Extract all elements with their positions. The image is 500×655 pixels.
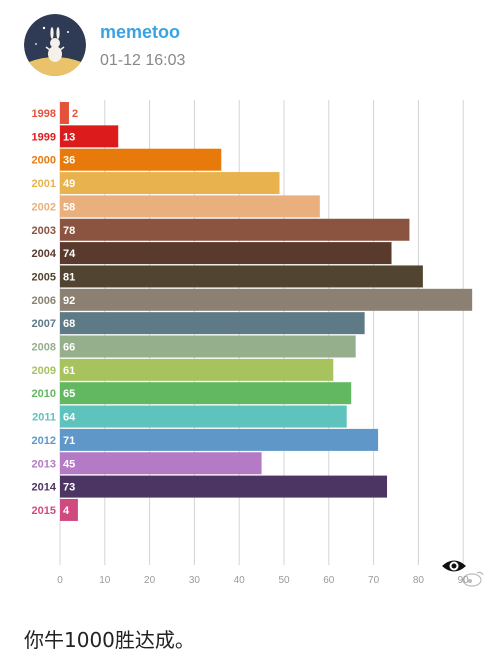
category-label: 2001 <box>32 178 56 190</box>
category-label: 1998 <box>32 108 56 120</box>
x-tick-label: 50 <box>278 575 290 586</box>
bar <box>60 265 423 288</box>
weibo-watermark-icon <box>462 571 484 587</box>
category-label: 2013 <box>32 458 56 470</box>
username-link[interactable]: memetoo <box>100 22 181 42</box>
bar <box>60 172 280 195</box>
x-tick-label: 10 <box>99 575 111 586</box>
post-timestamp: 01-12 16:03 <box>100 52 186 69</box>
bar <box>60 452 262 475</box>
post-caption: 你牛1000胜达成。 <box>24 628 195 652</box>
value-label: 45 <box>63 458 75 470</box>
bar <box>60 102 69 124</box>
bar <box>60 382 352 405</box>
value-label: 4 <box>63 505 70 517</box>
category-label: 2009 <box>32 365 56 377</box>
category-label: 2004 <box>32 248 57 260</box>
value-label: 66 <box>63 342 75 354</box>
bar <box>60 475 388 498</box>
value-label: 65 <box>63 388 75 400</box>
category-label: 2010 <box>32 388 56 400</box>
rabbit-avatar-icon <box>24 14 86 76</box>
value-label: 78 <box>63 225 75 237</box>
chart-image[interactable]: 1998 2 1999 13 2000 36 2001 49 2002 58 2003 78 2004 7… <box>10 100 490 600</box>
x-axis-ticks: 0 10 20 30 40 50 60 70 80 90 <box>57 575 469 586</box>
category-label: 2015 <box>32 505 56 517</box>
bar <box>60 218 410 241</box>
bars: 1998 2 1999 13 2000 36 2001 49 2002 58 2003 78 2004 7… <box>32 102 473 521</box>
bar <box>60 242 392 265</box>
value-label: 61 <box>63 365 75 377</box>
bar <box>60 312 365 335</box>
value-label: 49 <box>63 178 75 190</box>
category-label: 2002 <box>32 201 56 213</box>
bar <box>60 148 222 171</box>
value-label: 2 <box>72 108 78 120</box>
x-tick-label: 20 <box>144 575 156 586</box>
value-label: 73 <box>63 482 75 494</box>
value-label: 36 <box>63 155 75 167</box>
bar <box>60 335 356 358</box>
bar <box>60 125 119 148</box>
value-label: 13 <box>63 131 75 143</box>
value-label: 64 <box>63 412 76 424</box>
bar <box>60 405 347 428</box>
value-label: 92 <box>63 295 75 307</box>
category-label: 2012 <box>32 435 56 447</box>
value-label: 74 <box>63 248 76 260</box>
category-label: 2000 <box>32 155 56 167</box>
x-tick-label: 0 <box>57 575 63 586</box>
category-label: 2007 <box>32 318 56 330</box>
eye-icon <box>442 560 466 572</box>
bar <box>60 288 473 311</box>
category-label: 2014 <box>32 482 57 494</box>
value-label: 71 <box>63 435 75 447</box>
x-tick-label: 40 <box>234 575 246 586</box>
category-label: 2008 <box>32 342 56 354</box>
category-label: 2006 <box>32 295 56 307</box>
x-tick-label: 80 <box>413 575 425 586</box>
bar <box>60 358 334 381</box>
x-tick-label: 30 <box>189 575 201 586</box>
value-label: 68 <box>63 318 75 330</box>
category-label: 2005 <box>32 271 56 283</box>
category-label: 1999 <box>32 131 56 143</box>
x-tick-label: 60 <box>323 575 335 586</box>
x-tick-label: 70 <box>368 575 380 586</box>
bar <box>60 428 379 451</box>
post-header: memetoo 01-12 16:03 <box>0 0 500 90</box>
category-label: 2003 <box>32 225 56 237</box>
category-label: 2011 <box>32 412 56 424</box>
avatar[interactable] <box>24 14 86 76</box>
value-label: 81 <box>63 271 75 283</box>
bar <box>60 195 320 218</box>
value-label: 58 <box>63 201 75 213</box>
bar <box>60 498 78 521</box>
